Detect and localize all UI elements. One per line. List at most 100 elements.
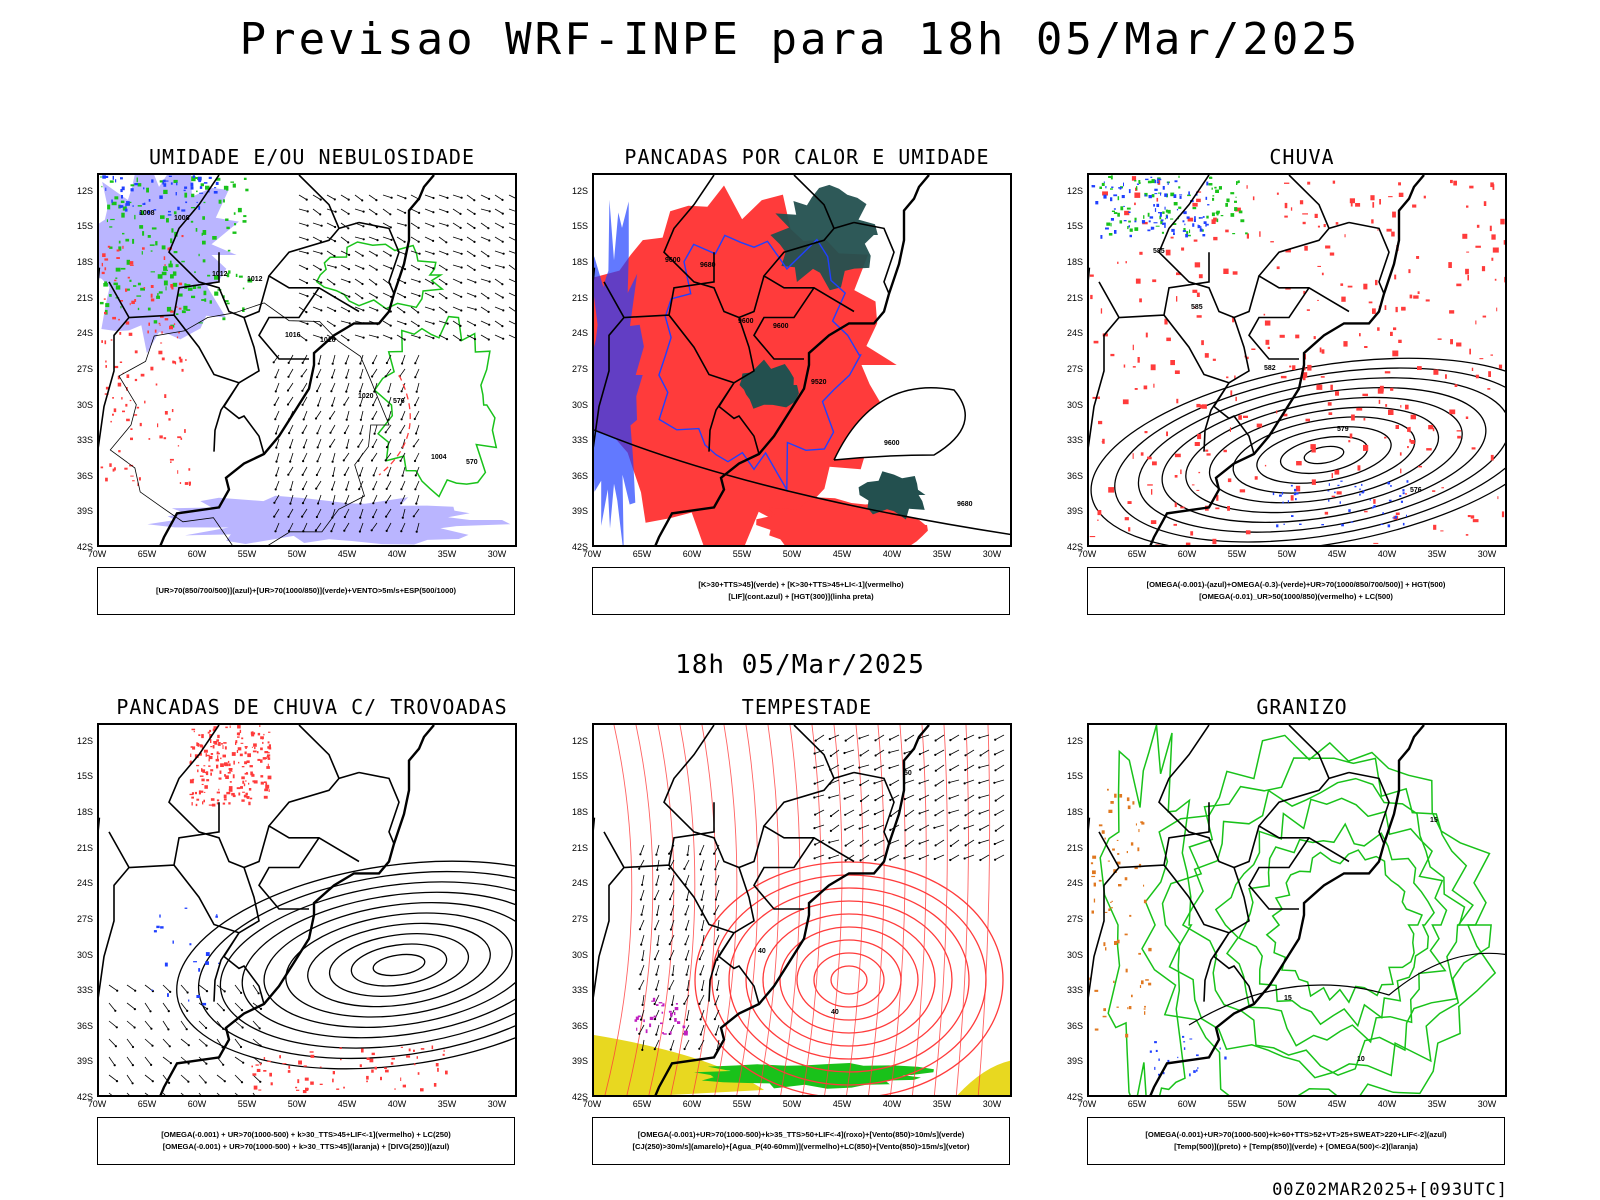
longitude-axis: 70W 65W 60W 55W 50W 45W 40W 35W 30W (88, 1099, 517, 1111)
lat-tick-label: 12S (1066, 185, 1083, 196)
panel-title: PANCADAS DE CHUVA C/ TROVOADAS (116, 695, 508, 719)
lat-tick-label: 42S (76, 1092, 93, 1102)
lat-tick-label: 18S (76, 807, 93, 817)
panel-title: CHUVA (1269, 145, 1335, 169)
lat-tick-label: 42S (571, 542, 588, 552)
contour-label: 1004 (431, 454, 447, 461)
contour-label: 9600 (665, 257, 681, 264)
lat-tick-label: 27S (571, 363, 588, 374)
lat-tick-label: 21S (571, 842, 588, 853)
lon-tick-label: 50W (287, 1099, 307, 1109)
lon-tick-label: 50W (1277, 549, 1297, 559)
lon-tick-label: 35W (932, 549, 952, 559)
legend-line: [CJ(250)>30m/s](amarelo)+[Agua_P(40-60mm… (632, 1142, 970, 1151)
lat-tick-label: 21S (571, 292, 588, 303)
legend-line: [OMEGA(-0.01)_UR>50(1000/850)(vermelho) … (1199, 592, 1393, 601)
lon-tick-label: 35W (1427, 1099, 1447, 1109)
lat-tick-label: 33S (76, 985, 93, 996)
legend-line: [K>30+TTS>45](verde) + [K>30+TTS>45+LI<-… (698, 580, 904, 589)
legend-line: [OMEGA(-0.001)+UR>70(1000-500)+k>60+TTS>… (1145, 1130, 1447, 1139)
contour-label: 582 (1264, 365, 1276, 372)
lat-tick-label: 27S (1066, 363, 1083, 374)
map-frame: 40 40 50 (592, 723, 1012, 1097)
lon-tick-label: 55W (1227, 1099, 1247, 1109)
lat-tick-label: 27S (571, 913, 588, 924)
contour-label: 9680 (957, 501, 973, 508)
contour-label: 9600 (884, 440, 900, 447)
lon-tick-label: 55W (732, 1099, 752, 1109)
lat-tick-label: 18S (1066, 257, 1083, 267)
contour-label: 1012 (247, 276, 263, 283)
lat-tick-label: 30S (76, 949, 93, 960)
lon-tick-label: 45W (1327, 1099, 1347, 1109)
lon-tick-label: 55W (732, 549, 752, 559)
map-frame (97, 723, 517, 1097)
contour-label: 585 (1191, 304, 1203, 311)
panel-title: GRANIZO (1256, 695, 1348, 719)
lon-tick-label: 70W (582, 549, 602, 559)
lon-tick-label: 35W (437, 549, 457, 559)
lon-tick-label: 45W (337, 1099, 357, 1109)
legend-line: [OMEGA(-0.001) + UR>70(1000-500) + k>30_… (162, 1142, 450, 1151)
contour-label: 10 (1357, 1056, 1365, 1063)
latitude-axis: 12S 15S 18S 21S 24S 27S 30S 33S 36S 39S 42S (63, 723, 95, 1102)
lat-tick-label: 21S (1066, 292, 1083, 303)
lon-tick-label: 70W (582, 1099, 602, 1109)
lon-tick-label: 30W (982, 549, 1002, 559)
lat-tick-label: 21S (1066, 842, 1083, 853)
contour-label: 1016 (285, 332, 301, 339)
lon-tick-label: 45W (832, 1099, 852, 1109)
map-frame: 1008 1012 1016 1020 1004 1008 1012 1016 576 570 (97, 173, 517, 547)
lon-tick-label: 40W (1377, 1099, 1397, 1109)
lat-tick-label: 33S (76, 435, 93, 446)
lat-tick-label: 24S (76, 878, 93, 889)
lon-tick-label: 45W (337, 549, 357, 559)
lon-tick-label: 60W (187, 549, 207, 559)
main-title: Previsao WRF-INPE para 18h 05/Mar/2025 (239, 14, 1361, 65)
map-plot: 15 10 15 (1089, 725, 1505, 1095)
panel-legend: [OMEGA(-0.001)+UR>70(1000-500)+k>35_TTS>… (592, 1117, 1010, 1165)
contour-label: 50 (904, 770, 912, 777)
lat-tick-label: 15S (76, 221, 93, 232)
lat-tick-label: 39S (1066, 506, 1083, 517)
longitude-axis: 70W 65W 60W 55W 50W 45W 40W 35W 30W (583, 549, 1012, 561)
contour-label: 585 (1153, 248, 1165, 255)
lat-tick-label: 21S (76, 842, 93, 853)
map-plot: 9600 9600 9520 9600 9680 9680 9600 (594, 175, 1010, 545)
contour-label: 1020 (358, 393, 374, 400)
lat-tick-label: 18S (571, 807, 588, 817)
lon-tick-label: 35W (1427, 549, 1447, 559)
contour-label: 40 (831, 1009, 839, 1016)
longitude-axis: 70W 65W 60W 55W 50W 45W 40W 35W 30W (583, 1099, 1012, 1111)
lon-tick-label: 35W (932, 1099, 952, 1109)
lat-tick-label: 42S (76, 542, 93, 552)
lat-tick-label: 36S (1066, 470, 1083, 481)
lat-tick-label: 30S (571, 399, 588, 410)
lon-tick-label: 30W (1477, 549, 1497, 559)
latitude-axis: 12S 15S 18S 21S 24S 27S 30S 33S 36S 39S 42S (1053, 173, 1085, 552)
lat-tick-label: 39S (571, 1056, 588, 1067)
panel-legend: [OMEGA(-0.001) + UR>70(1000-500) + k>30_… (97, 1117, 515, 1165)
lon-tick-label: 70W (87, 549, 107, 559)
lon-tick-label: 40W (882, 1099, 902, 1109)
lat-tick-label: 39S (571, 506, 588, 517)
contour-label: 1008 (139, 210, 155, 217)
lon-tick-label: 50W (287, 549, 307, 559)
map-frame: 9600 9600 9520 9600 9680 9680 9600 (592, 173, 1012, 547)
contour-label: 1008 (174, 215, 190, 222)
lat-tick-label: 18S (76, 257, 93, 267)
lon-tick-label: 65W (1127, 1099, 1147, 1109)
lat-tick-label: 36S (571, 1020, 588, 1031)
lat-tick-label: 39S (76, 1056, 93, 1067)
legend-line: [OMEGA(-0.001)+UR>70(1000-500)+k>35_TTS>… (637, 1130, 965, 1139)
lon-tick-label: 50W (782, 1099, 802, 1109)
latitude-axis: 12S 15S 18S 21S 24S 27S 30S 33S 36S 39S 42S (558, 173, 590, 552)
mid-title: 18h 05/Mar/2025 (675, 650, 925, 680)
lon-tick-label: 50W (782, 549, 802, 559)
lon-tick-label: 50W (1277, 1099, 1297, 1109)
map-plot (99, 725, 515, 1095)
contour-label: 40 (758, 948, 766, 955)
lon-tick-label: 70W (1077, 1099, 1097, 1109)
contour-label: 579 (1337, 426, 1349, 433)
lat-tick-label: 24S (571, 328, 588, 339)
